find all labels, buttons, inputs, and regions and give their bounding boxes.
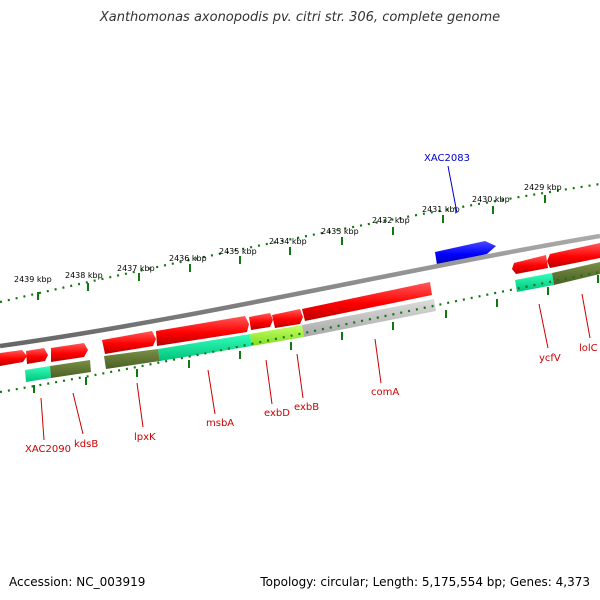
scale-tick-label: 2438 kbp bbox=[65, 271, 103, 280]
scale-tick-label: 2435 kbp bbox=[219, 247, 257, 256]
scale-major-ticks bbox=[37, 195, 546, 300]
lower-major-ticks bbox=[33, 275, 599, 393]
cog-bar bbox=[158, 334, 252, 361]
gene-feature[interactable] bbox=[26, 348, 48, 364]
scale-tick-label: 2434 kbp bbox=[269, 237, 307, 246]
cog-bar bbox=[250, 325, 304, 346]
gene-feature[interactable] bbox=[102, 331, 156, 354]
gene-feature[interactable] bbox=[547, 243, 600, 268]
gene-feature[interactable] bbox=[156, 316, 249, 346]
cog-category-bars bbox=[25, 262, 600, 382]
leader-line bbox=[72, 392, 84, 435]
leader-line bbox=[581, 293, 591, 339]
cog-bar bbox=[25, 366, 51, 382]
cog-bar bbox=[302, 299, 436, 337]
leader-line bbox=[136, 382, 144, 428]
gene-feature[interactable] bbox=[512, 255, 548, 274]
gene-label-kdsb[interactable]: kdsB bbox=[74, 439, 98, 450]
gene-feature[interactable] bbox=[249, 313, 273, 330]
gene-feature[interactable] bbox=[272, 309, 303, 328]
leader-line bbox=[447, 165, 458, 214]
scale-tick-labels: 2439 kbp 2438 kbp 2437 kbp 2436 kbp 2435 kbp… bbox=[14, 183, 562, 284]
scale-tick-label: 2436 kbp bbox=[169, 254, 207, 263]
genome-backbone bbox=[0, 233, 600, 349]
leader-line bbox=[207, 369, 216, 415]
gene-label-lpxk[interactable]: lpxK bbox=[134, 432, 156, 443]
gene-label-exbb[interactable]: exbB bbox=[294, 402, 319, 413]
scale-tick-label: 2439 kbp bbox=[14, 275, 52, 284]
genome-title: Xanthomonas axonopodis pv. citri str. 30… bbox=[99, 10, 501, 25]
gene-feature[interactable] bbox=[51, 343, 88, 362]
gene-labels: XAC2083 XAC2090 kdsB lpxK msbA exbD exbB… bbox=[25, 153, 598, 455]
scale-tick-label: 2431 kbp bbox=[422, 205, 460, 214]
gene-label-exbd[interactable]: exbD bbox=[264, 408, 290, 419]
scale-tick-label: 2432 kbp bbox=[372, 216, 410, 225]
scale-tick-label: 2430 kbp bbox=[472, 195, 510, 204]
leader-line bbox=[40, 397, 45, 441]
leader-line bbox=[296, 353, 304, 399]
cog-bar bbox=[50, 360, 91, 378]
gene-label-msba[interactable]: msbA bbox=[206, 418, 234, 429]
gene-label-xac2090[interactable]: XAC2090 bbox=[25, 444, 71, 455]
gene-feature-coma[interactable] bbox=[302, 282, 432, 321]
gene-feature[interactable] bbox=[0, 350, 27, 366]
scale-tick-label: 2437 kbp bbox=[117, 264, 155, 273]
cog-bar bbox=[104, 349, 160, 369]
gene-label-ycfv[interactable]: ycfV bbox=[539, 353, 561, 364]
lower-dotted-line bbox=[0, 270, 600, 394]
leader-line bbox=[265, 359, 273, 405]
leader-line bbox=[538, 303, 549, 349]
gene-label-xac2083[interactable]: XAC2083 bbox=[424, 153, 470, 164]
accession-text: Accession: NC_003919 bbox=[9, 575, 146, 589]
forward-strand-genes bbox=[0, 243, 600, 366]
gene-label-coma[interactable]: comA bbox=[371, 387, 399, 398]
scale-ruler: 2439 kbp 2438 kbp 2437 kbp 2436 kbp 2435 kbp… bbox=[0, 182, 600, 304]
cog-bar bbox=[552, 262, 600, 285]
gene-label-lolc[interactable]: lolC bbox=[579, 343, 598, 354]
scale-tick-label: 2429 kbp bbox=[524, 183, 562, 192]
scale-tick-label: 2433 kbp bbox=[321, 227, 359, 236]
gene-label-leaders bbox=[40, 165, 591, 441]
gene-feature-xac2083[interactable] bbox=[435, 241, 496, 265]
cog-bar bbox=[515, 273, 554, 292]
topology-summary: Topology: circular; Length: 5,175,554 bp… bbox=[260, 575, 590, 589]
leader-line bbox=[374, 338, 382, 384]
